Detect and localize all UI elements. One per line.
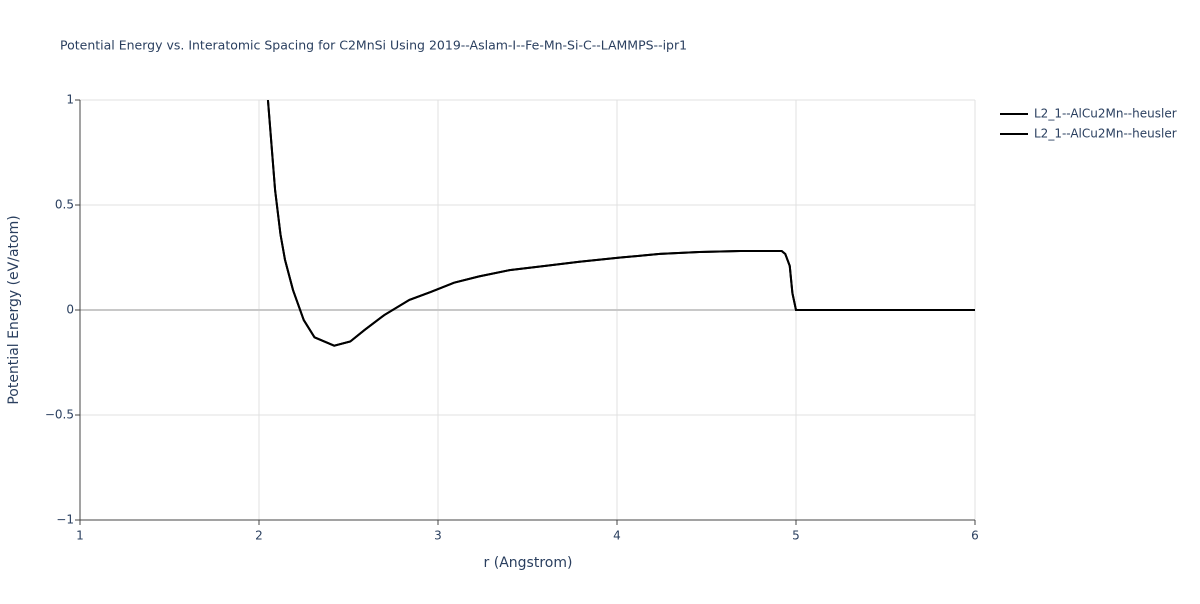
y-axis-title: Potential Energy (eV/atom) [6, 215, 22, 404]
plot-area [266, 100, 975, 347]
x-tick-label: 5 [792, 529, 800, 543]
series-line [266, 100, 975, 347]
x-tick-label: 1 [76, 529, 84, 543]
chart-title: Potential Energy vs. Interatomic Spacing… [60, 38, 687, 53]
x-tick-label: 3 [434, 529, 442, 543]
y-tick-label: 1 [66, 93, 74, 107]
x-tick-label: 4 [613, 529, 621, 543]
y-tick-label: −1 [56, 513, 74, 527]
y-tick-label: 0 [66, 303, 74, 317]
y-tick-label: −0.5 [45, 408, 74, 422]
x-tick-label: 6 [971, 529, 979, 543]
grid [75, 99, 976, 525]
series-line [266, 100, 975, 347]
legend-label: L2_1--AlCu2Mn--heusler [1034, 127, 1177, 141]
x-axis-title: r (Angstrom) [484, 555, 573, 571]
x-tick-label: 2 [255, 529, 263, 543]
y-tick-label: 0.5 [55, 198, 74, 212]
legend-label: L2_1--AlCu2Mn--heusler [1034, 107, 1177, 121]
